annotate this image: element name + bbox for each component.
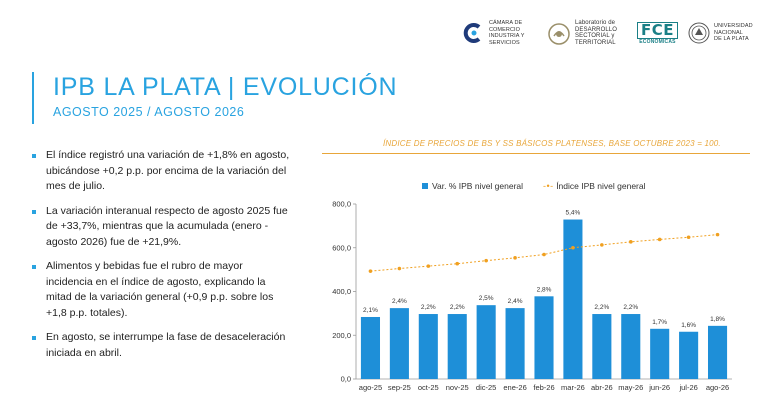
- bar-jul-26: [679, 331, 699, 379]
- page-title: IPB LA PLATA | EVOLUCIÓN: [53, 73, 398, 101]
- index-point-ago-25: [368, 269, 373, 273]
- x-tick-label: ene-26: [503, 383, 526, 392]
- legend-line-label: Índice IPB nivel general: [556, 181, 646, 191]
- unlp-seal-icon: [688, 22, 710, 44]
- x-tick-label: nov-25: [446, 383, 469, 392]
- bar-data-label: 2,5%: [479, 295, 494, 302]
- chart-heading-rule: [322, 153, 750, 154]
- title-accent-bar: [32, 72, 34, 124]
- fce-logo: FCE ECONÓMICAS: [636, 21, 678, 45]
- summary-bullets: El índice registró una variación de +1,8…: [30, 148, 292, 370]
- chart-legend: Var. % IPB nivel general - • - Índice IP…: [422, 181, 646, 191]
- partner-logos: CÁMARA DE COMERCIO INDUSTRIA Y SERVICIOS…: [463, 20, 753, 46]
- bar-ago-25: [360, 316, 381, 379]
- bullet-item: En agosto, se interrumpe la fase de desa…: [30, 330, 292, 361]
- bar-data-label: 1,7%: [652, 319, 667, 326]
- camara-logo-text: CÁMARA DE COMERCIO INDUSTRIA Y SERVICIOS: [488, 20, 525, 46]
- x-tick-label: sep-25: [388, 383, 411, 392]
- index-point-jul-26: [686, 235, 691, 240]
- unlp-logo: UNIVERSIDAD NACIONAL DE LA PLATA: [688, 22, 753, 44]
- x-tick-label: abr-26: [591, 383, 613, 392]
- legend-item-line: - • - Índice IPB nivel general: [543, 181, 645, 191]
- index-point-mar-26: [571, 245, 575, 250]
- x-tick-label: ago-26: [706, 383, 729, 392]
- bar-data-label: 5,4%: [566, 210, 581, 217]
- bar-data-label: 1,8%: [710, 316, 725, 323]
- x-tick-label: dic-25: [476, 383, 496, 392]
- x-tick-label: may-26: [618, 383, 643, 392]
- bar-data-label: 2,2%: [421, 304, 436, 311]
- bar-jun-26: [650, 328, 670, 379]
- camara-logo-icon: [463, 23, 481, 43]
- bar-data-label: 2,4%: [508, 298, 523, 305]
- index-point-may-26: [628, 240, 633, 244]
- index-point-feb-26: [542, 252, 546, 257]
- laboratorio-logo-text: Laboratorio de DESARROLLO SECTORIAL y TE…: [574, 20, 617, 46]
- bar-data-label: 2,2%: [450, 304, 465, 311]
- fce-logo-mark: FCE: [636, 21, 678, 39]
- bullet-item: El índice registró una variación de +1,8…: [30, 148, 292, 195]
- bar-nov-25: [447, 314, 467, 379]
- index-point-ago-26: [715, 232, 720, 237]
- chart-heading: ÍNDICE DE PRECIOS DE BS Y SS BÁSICOS PLA…: [383, 139, 721, 148]
- camara-logo: CÁMARA DE COMERCIO INDUSTRIA Y SERVICIOS: [463, 20, 537, 46]
- x-tick-label: feb-26: [533, 383, 554, 392]
- x-tick-label: ago-25: [359, 383, 382, 392]
- anniversary-badge-icon: [548, 23, 570, 45]
- fce-logo-caption: ECONÓMICAS: [639, 38, 676, 45]
- index-point-nov-25: [455, 261, 460, 266]
- bar-data-label: 2,1%: [363, 307, 378, 314]
- index-point-ene-26: [513, 256, 517, 260]
- bar-data-label: 2,8%: [537, 286, 552, 293]
- bar-data-label: 2,2%: [623, 304, 638, 311]
- legend-item-bars: Var. % IPB nivel general: [422, 181, 523, 191]
- bar-ago-26: [707, 325, 728, 379]
- index-point-abr-26: [600, 243, 604, 247]
- bar-mar-26: [563, 219, 583, 379]
- index-point-dic-25: [484, 258, 488, 263]
- index-point-jun-26: [657, 237, 662, 242]
- bar-ene-26: [505, 308, 525, 379]
- bullet-item: Alimentos y bebidas fue el rubro de mayo…: [30, 259, 292, 321]
- index-point-oct-25: [426, 264, 431, 268]
- x-tick-label: jul-26: [678, 383, 697, 392]
- y-tick-label: 0,0: [341, 375, 351, 384]
- x-tick-label: oct-25: [418, 383, 439, 392]
- ipb-chart: 0,0 200,0 400,0 600,0 800,0 2,1% ago-25 2,4% sep…: [332, 200, 732, 392]
- bar-feb-26: [534, 296, 554, 379]
- y-tick-label: 800,0: [332, 200, 351, 209]
- legend-bar-swatch: [422, 183, 428, 189]
- x-tick-label: jun-26: [648, 383, 670, 392]
- bullet-item: La variación interanual respecto de agos…: [30, 204, 292, 251]
- bar-data-label: 2,2%: [594, 304, 609, 311]
- page-subtitle: AGOSTO 2025 / AGOSTO 2026: [53, 105, 245, 119]
- bar-data-label: 1,6%: [681, 322, 696, 329]
- legend-bar-label: Var. % IPB nivel general: [432, 181, 524, 191]
- laboratorio-logo: Laboratorio de DESARROLLO SECTORIAL y TE…: [547, 20, 627, 46]
- y-tick-label: 400,0: [332, 287, 351, 296]
- index-point-sep-25: [397, 266, 402, 271]
- x-tick-label: mar-26: [561, 383, 585, 392]
- bar-may-26: [621, 314, 641, 379]
- bar-dic-25: [476, 305, 496, 379]
- unlp-logo-text: UNIVERSIDAD NACIONAL DE LA PLATA: [714, 23, 753, 43]
- bar-abr-26: [592, 314, 612, 379]
- bar-oct-25: [418, 314, 438, 379]
- y-tick-label: 600,0: [332, 243, 351, 252]
- y-tick-label: 200,0: [332, 331, 351, 340]
- bar-data-label: 2,4%: [392, 298, 407, 305]
- legend-line-swatch: - • -: [543, 181, 553, 191]
- bar-sep-25: [389, 308, 409, 379]
